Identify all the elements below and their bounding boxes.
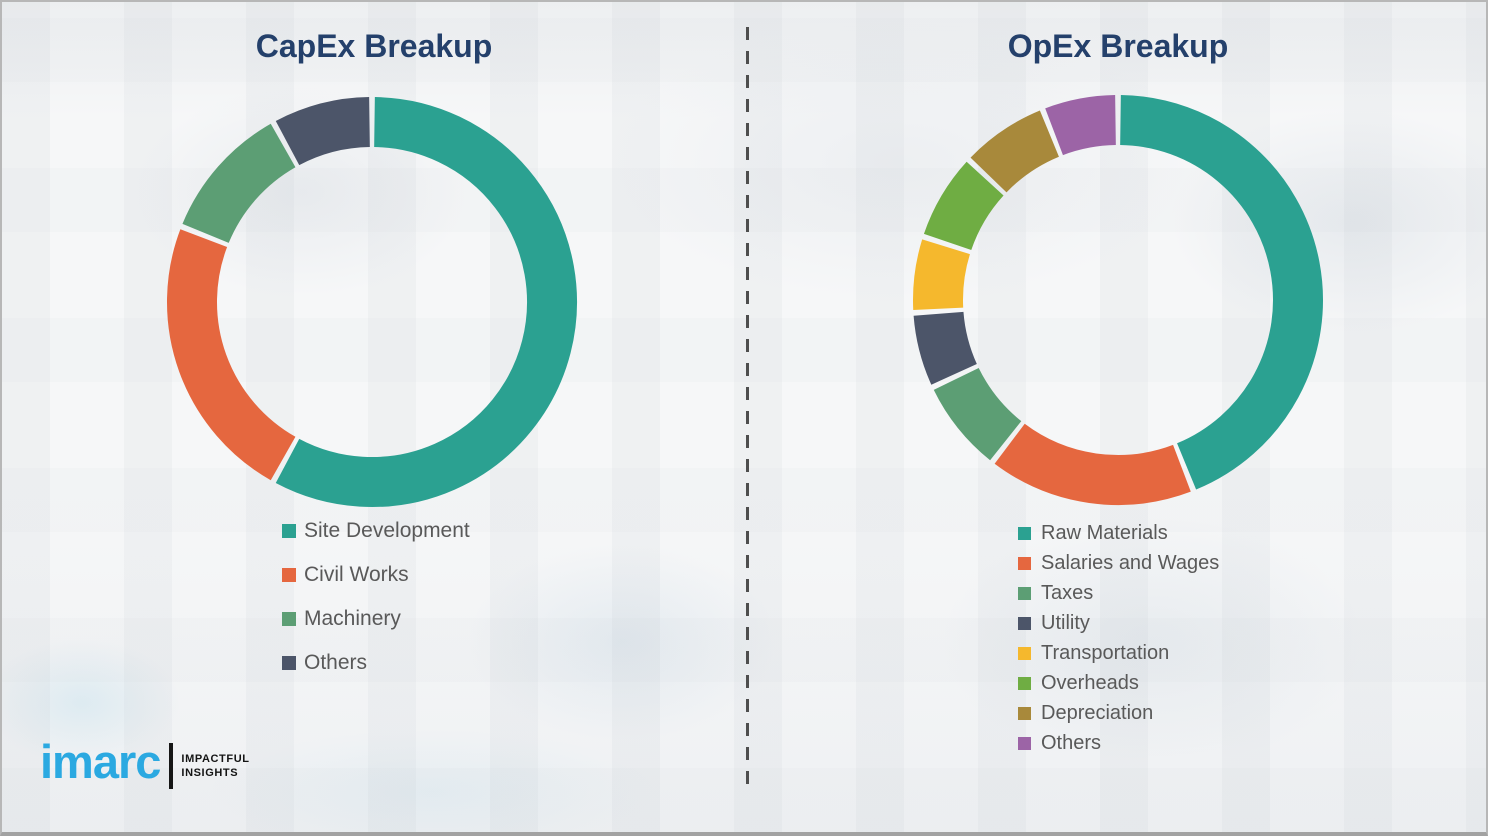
logo-tagline: IMPACTFUL INSIGHTS <box>181 752 249 781</box>
capex-legend: Site Development Civil Works Machinery Othe… <box>282 509 470 685</box>
legend-item: Others <box>1018 728 1219 758</box>
legend-item: Raw Materials <box>1018 518 1219 548</box>
donut-slice-salaries-and-wages <box>994 423 1191 505</box>
legend-swatch <box>1018 586 1031 600</box>
donut-slice-machinery <box>182 123 296 244</box>
legend-label: Salaries and Wages <box>1041 551 1220 574</box>
legend-label: Raw Materials <box>1041 521 1168 544</box>
legend-swatch <box>282 524 296 538</box>
donut-slice-raw-materials <box>1119 95 1323 490</box>
donut-slice-civil-works <box>167 229 296 481</box>
opex-donut-chart <box>913 95 1323 505</box>
logo-tagline-line2: INSIGHTS <box>181 767 239 779</box>
dashed-divider-line <box>746 27 749 792</box>
legend-swatch <box>1018 616 1031 630</box>
opex-chart-title: OpEx Breakup <box>1007 28 1229 64</box>
logo-divider-bar <box>169 743 174 789</box>
donut-slice-transportation <box>913 239 971 311</box>
legend-item: Civil Works <box>282 553 470 597</box>
donut-slice-taxes <box>933 367 1022 461</box>
legend-label: Transportation <box>1041 641 1170 664</box>
imarc-logo: imarc IMPACTFUL INSIGHTS <box>40 735 250 789</box>
donut-slice-site-development <box>275 97 577 507</box>
capex-chart-title: CapEx Breakup <box>255 28 493 64</box>
legend-label: Others <box>1041 731 1102 754</box>
imarc-wordmark: imarc <box>40 735 161 789</box>
donut-slice-overheads <box>923 161 1004 251</box>
legend-label: Taxes <box>1041 581 1094 604</box>
legend-item: Overheads <box>1018 668 1219 698</box>
legend-swatch <box>1018 676 1031 690</box>
legend-swatch <box>282 612 296 626</box>
donut-slice-others <box>1045 95 1117 156</box>
legend-item: Site Development <box>282 509 470 553</box>
legend-label: Overheads <box>1041 671 1139 694</box>
legend-swatch <box>282 568 296 582</box>
legend-swatch <box>1018 736 1031 750</box>
legend-label: Machinery <box>304 607 401 630</box>
legend-label: Civil Works <box>304 563 409 586</box>
legend-swatch <box>1018 646 1031 660</box>
capex-donut-chart <box>167 97 577 507</box>
opex-legend: Raw Materials Salaries and Wages Taxes Util… <box>1018 518 1219 758</box>
legend-item: Machinery <box>282 597 470 641</box>
legend-label: Utility <box>1041 611 1090 634</box>
legend-swatch <box>1018 526 1031 540</box>
legend-item: Utility <box>1018 608 1219 638</box>
legend-item: Others <box>282 641 470 685</box>
legend-label: Site Development <box>304 519 470 542</box>
donut-slice-others <box>275 97 371 166</box>
donut-slice-utility <box>913 311 978 385</box>
legend-item: Salaries and Wages <box>1018 548 1219 578</box>
legend-item: Transportation <box>1018 638 1219 668</box>
legend-label: Others <box>304 651 368 674</box>
legend-label: Depreciation <box>1041 701 1154 724</box>
donut-slice-depreciation <box>970 110 1060 193</box>
legend-item: Taxes <box>1018 578 1219 608</box>
legend-item: Depreciation <box>1018 698 1219 728</box>
legend-swatch <box>1018 706 1031 720</box>
legend-swatch <box>1018 556 1031 570</box>
logo-tagline-line1: IMPACTFUL <box>181 752 250 765</box>
legend-swatch <box>282 656 296 670</box>
